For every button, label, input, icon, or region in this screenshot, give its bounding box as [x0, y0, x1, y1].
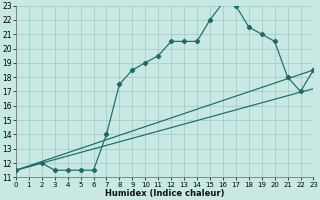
- X-axis label: Humidex (Indice chaleur): Humidex (Indice chaleur): [105, 189, 224, 198]
